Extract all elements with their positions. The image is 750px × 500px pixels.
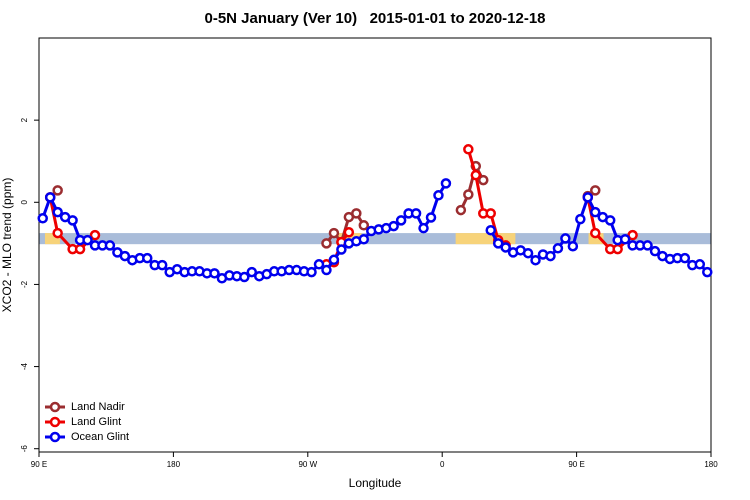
data-point [612, 243, 623, 255]
data-point [119, 250, 131, 262]
data-point [313, 259, 325, 270]
data-point [463, 189, 474, 200]
data-point [649, 245, 661, 257]
data-point [433, 190, 444, 201]
y-axis-label: XCO2 - MLO trend (ppm) [0, 178, 14, 313]
land-segment [588, 233, 604, 245]
x-tick-label: 90 E [31, 460, 47, 469]
data-point [590, 206, 601, 218]
x-tick-label: 90 W [298, 460, 317, 469]
data-point [156, 259, 168, 271]
data-point [582, 192, 594, 203]
data-point [358, 220, 370, 231]
data-point [395, 215, 407, 226]
y-tick-label: 0 [20, 200, 29, 205]
data-point [410, 208, 422, 219]
x-tick-label: 180 [167, 460, 181, 469]
data-point [388, 220, 399, 232]
data-point [702, 266, 713, 278]
data-point [590, 185, 601, 196]
legend-label: Land Glint [71, 416, 121, 428]
data-point [642, 240, 653, 251]
data-point [209, 268, 220, 279]
data-point [52, 185, 63, 196]
y-tick-label: -6 [20, 445, 29, 453]
data-point [343, 227, 355, 238]
x-tick-label: 90 E [568, 460, 584, 469]
data-point [619, 234, 631, 245]
data-point [522, 247, 534, 259]
legend-label: Land Nadir [71, 401, 125, 413]
data-point [418, 222, 429, 234]
data-point [142, 252, 153, 264]
land-segment [44, 233, 60, 245]
data-point [89, 229, 101, 241]
data-point [530, 254, 541, 266]
data-point [104, 240, 116, 251]
data-point [328, 254, 340, 266]
data-point [67, 215, 78, 226]
data-point [679, 252, 691, 264]
data-point [455, 204, 467, 216]
data-point [351, 208, 362, 219]
x-tick-label: 180 [704, 460, 718, 469]
data-point [500, 242, 511, 253]
legend-swatch-point [49, 416, 61, 428]
series-line [49, 164, 597, 245]
data-point [52, 227, 63, 239]
data-point [306, 266, 317, 278]
data-point [567, 240, 579, 252]
data-point [44, 192, 56, 203]
data-point [590, 227, 601, 239]
data-point [52, 206, 63, 218]
y-tick-label: -2 [20, 280, 29, 288]
legend-swatch-point [49, 431, 61, 443]
data-point [604, 215, 616, 226]
data-point [358, 234, 370, 245]
data-point [246, 266, 258, 278]
data-point [328, 227, 340, 239]
data-point [627, 229, 638, 241]
data-point [37, 213, 48, 224]
y-tick-label: -4 [20, 362, 29, 370]
data-point [560, 233, 571, 244]
data-point [440, 178, 452, 189]
data-point [321, 238, 332, 249]
y-tick-label: 2 [20, 117, 29, 122]
data-point [425, 212, 437, 223]
land-segment [455, 233, 516, 245]
chart-title: 0-5N January (Ver 10) 2015-01-01 to 2020… [204, 10, 545, 27]
data-point [575, 213, 586, 225]
legend-swatch-point [49, 401, 61, 413]
data-point [321, 264, 332, 276]
band [39, 233, 711, 245]
data-point [336, 244, 347, 255]
data-point [485, 224, 496, 236]
legend-label: Ocean Glint [71, 431, 129, 443]
data-point [485, 208, 496, 219]
data-point [239, 271, 250, 283]
data-point [545, 250, 556, 262]
data-point [694, 259, 706, 270]
data-point [552, 243, 564, 254]
data-point [492, 238, 504, 249]
data-point [470, 169, 482, 181]
data-point [74, 243, 86, 255]
data-point [463, 144, 474, 155]
data-point [82, 234, 93, 246]
x-axis-label: Longitude [349, 476, 402, 490]
plot-frame [38, 37, 712, 453]
data-point [478, 174, 489, 186]
x-tick-label: 0 [440, 460, 445, 469]
